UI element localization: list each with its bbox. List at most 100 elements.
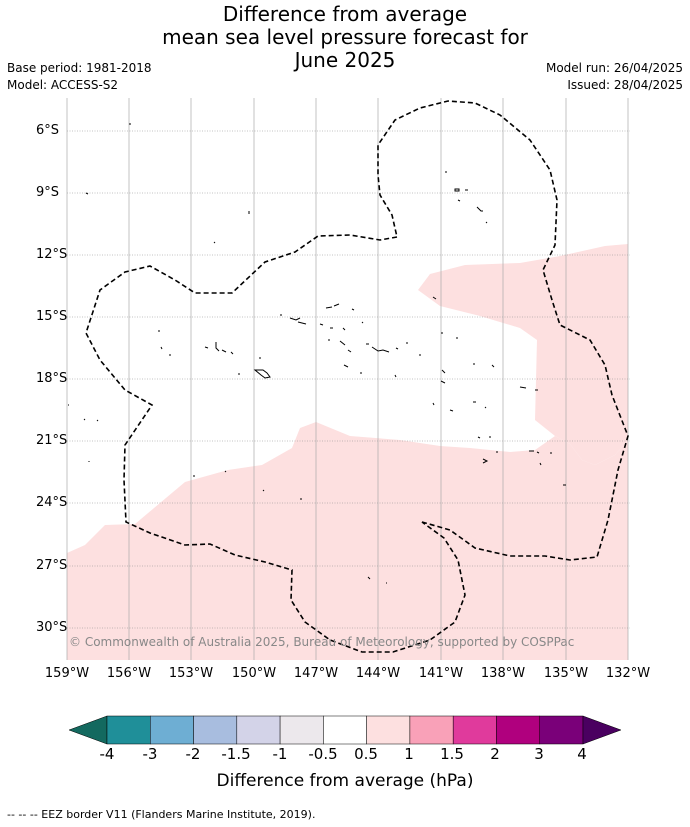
lat-label-9s: 9°S [36,185,60,200]
map-title-line-1: Difference from average [222,2,468,26]
colorbar-label: 3 [534,745,544,763]
model-label: Model: ACCESS-S2 [7,78,119,92]
lat-label-15s: 15°S [36,309,68,324]
colorbar-segment [496,715,540,745]
island [432,402,435,406]
colorbar-segment [323,715,367,745]
colorbar-label: -1 [272,745,288,763]
island [160,346,163,350]
island [371,346,390,353]
anomaly-region-south [67,422,628,660]
island [347,349,352,353]
island [342,327,346,331]
island [477,436,481,439]
colorbar-segment [452,715,497,745]
island [536,451,540,454]
colorbar-extension-high [582,715,622,745]
island [204,346,209,349]
map-title-line-3: June 2025 [294,48,396,72]
colorbar-label: -2 [185,745,201,763]
island [539,462,542,466]
lat-label-30s: 30°S [36,620,68,635]
lon-label-144w: 144°W [355,666,401,681]
colorbar-segment [366,715,411,745]
island [319,323,324,326]
colorbar-segment [279,715,324,745]
lon-label-159w: 159°W [44,666,90,681]
issued-label: Issued: 28/04/2025 [567,78,683,92]
colorbar-label: 1.5 [440,745,464,763]
lat-label-18s: 18°S [36,371,68,386]
lon-label-141w: 141°W [418,666,464,681]
island [394,374,397,378]
island [395,347,399,350]
lat-label-12s: 12°S [36,247,68,262]
lon-label-147w: 147°W [293,666,339,681]
lon-label-156w: 156°W [106,666,152,681]
island [297,321,307,325]
lat-label-24s: 24°S [36,495,68,510]
base-period-label: Base period: 1981-2018 [7,61,152,75]
island [343,364,349,368]
colorbar-segment [193,715,238,745]
island [83,418,86,421]
lon-label-153w: 153°W [168,666,214,681]
lon-label-138w: 138°W [480,666,526,681]
lat-label-27s: 27°S [36,558,68,573]
island [484,406,487,409]
island [213,241,216,244]
lat-label-6s: 6°S [36,123,60,138]
anomaly-region-northeast [418,244,628,465]
colorbar-label: -1.5 [221,745,251,763]
island [339,340,346,346]
colorbar-label: -3 [142,745,158,763]
copyright-notice: © Commonwealth of Australia 2025, Bureau… [69,635,575,649]
island [361,321,364,324]
island [454,188,460,192]
colorbar [68,715,622,745]
island [289,317,301,321]
island [476,206,483,212]
island [491,364,495,368]
island [482,458,489,464]
island [221,349,227,353]
lon-label-150w: 150°W [231,666,277,681]
island [441,369,446,374]
island [351,308,355,311]
island [333,303,340,307]
island [262,489,265,492]
island [85,192,89,195]
island [367,576,371,580]
colorbar-segment [150,715,194,745]
longitude-gridlines [66,98,629,660]
island [215,342,220,352]
lon-label-135w: 135°W [543,666,589,681]
island [519,386,527,389]
colorbar-extension-low [68,715,108,745]
eez-legend-note: -- -- -- EEZ border V11 (Flanders Marine… [7,808,316,821]
colorbar-segment [539,715,584,745]
colorbar-label: -4 [99,745,115,763]
island [224,470,227,473]
colorbar-title: Difference from average (hPa) [216,771,474,791]
island [449,409,454,412]
map-title-line-2: mean sea level pressure forecast for [162,25,528,49]
colorbar-label: 0.5 [354,745,378,763]
islands [68,123,566,584]
island [440,380,446,384]
lon-label-132w: 132°W [605,666,651,681]
colorbar-segment [409,715,454,745]
lat-label-21s: 21°S [36,433,68,448]
island [485,221,488,224]
colorbar-label: -0.5 [308,745,338,763]
eez-border-main [85,234,466,653]
colorbar-label: 2 [490,745,500,763]
colorbar-segment [236,715,281,745]
colorbar-segment [106,715,151,745]
model-run-label: Model run: 26/04/2025 [545,61,683,75]
island [457,199,461,202]
island [230,351,234,355]
island [96,419,99,422]
island [432,296,437,300]
